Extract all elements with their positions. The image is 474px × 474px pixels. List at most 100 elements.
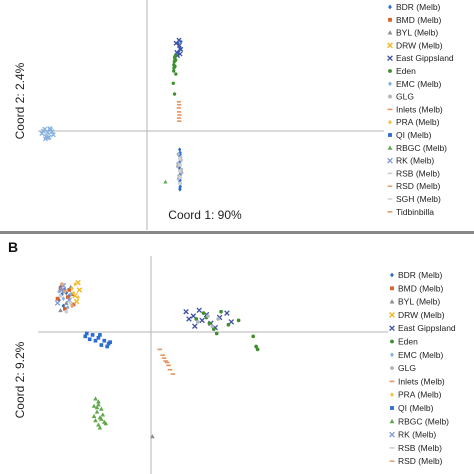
panel-b-point-emc-melb (57, 289, 61, 294)
panel-a-point-eden (171, 81, 175, 85)
panel-b-legend-label-pra-melb: PRA (Melb) (398, 390, 442, 400)
panel-b-point-byl-melb (64, 300, 69, 305)
panel-b-label: B (8, 239, 18, 255)
panel-a-point-eden (174, 72, 178, 76)
panel-b-legend-marker-rbgc-melb (389, 418, 395, 424)
panel-b-legend-marker-glg (390, 366, 394, 371)
panel-b-point-east-gippsland (199, 317, 205, 324)
panel-b-legend-label-drw-melb: DRW (Melb) (398, 310, 445, 320)
panel-b-point-rbgc-melb (103, 421, 109, 426)
panel-b: B Coord 2: 9.2% BDR (Melb) BMD (Melb) BYL … (8, 239, 456, 474)
panel-b-point-eden (201, 311, 206, 315)
panel-b-legend-marker-east-gippsland (389, 325, 395, 332)
panel-b-point-east-gippsland (186, 316, 192, 322)
panel-b-point-emc-melb (65, 305, 70, 310)
panel-b-point-qi-melb (108, 340, 112, 344)
panel-b-point-east-gippsland (183, 308, 189, 315)
panel-b-legend-marker-pra-melb (390, 392, 394, 398)
panel-b-legend-label-qi-melb: QI (Melb) (398, 403, 434, 413)
panel-b-point-qi-melb (83, 334, 88, 339)
panel-b-legend-marker-drw-melb (389, 312, 395, 318)
panel-b-point-bmd-melb (63, 306, 67, 311)
panel-b-legend-marker-eden (390, 339, 394, 344)
panel-b-point-pra-melb (70, 286, 74, 291)
panel-b-point-rsb-melb (58, 293, 63, 298)
panel-a-point-eden (173, 53, 178, 58)
panel-a-legend-marker-rk-melb (387, 157, 393, 164)
panel-a-legend-label-emc-melb: EMC (Melb) (396, 79, 442, 89)
panel-b-point-rbgc-melb (96, 399, 101, 404)
panel-b-legend-marker-bmd-melb (390, 286, 394, 291)
panel-b-point-qi-melb (96, 335, 101, 340)
panel-b-point-bdr-melb (64, 290, 69, 296)
panel-b-point-qi-melb (90, 333, 95, 337)
panel-a-legend-marker-drw-melb (387, 42, 393, 49)
panel-b-point-byl-melb (58, 307, 63, 313)
panel-b-legend-label-byl-melb: BYL (Melb) (398, 297, 440, 307)
panel-a-markers (39, 37, 184, 192)
panel-b-point-qi-melb (87, 337, 92, 342)
panel-b-legend: BDR (Melb) BMD (Melb) BYL (Melb) DRW (Melb)… (389, 270, 456, 466)
panel-b-point-east-gippsland (228, 319, 235, 325)
panel-b-point-rbgc-melb (99, 416, 104, 421)
panel-a-legend-label-byl-melb: BYL (Melb) (396, 28, 438, 38)
panel-a-legend-marker-bmd-melb (388, 17, 392, 22)
panel-a-legend-label-bdr-melb: BDR (Melb) (396, 2, 441, 12)
panel-b-point-rsb-melb (68, 301, 73, 305)
panel-b-point-rbgc-melb (96, 422, 101, 427)
panel-a-point-eden (172, 63, 176, 67)
panel-b-point-bmd-melb (67, 288, 72, 292)
panel-b-legend-label-emc-melb: EMC (Melb) (398, 350, 444, 360)
panel-b-legend-marker-emc-melb (390, 352, 394, 358)
panel-a-point-qi-melb (178, 185, 182, 191)
panel-a-legend-label-inlets-melb: Inlets (Melb) (396, 104, 443, 114)
panel-b-point-eden (254, 344, 258, 349)
panel-b-point-glg (206, 314, 210, 318)
panel-a-legend-label-rbgc-melb: RBGC (Melb) (396, 143, 447, 153)
panel-b-point-qi-melb (84, 331, 89, 336)
panel-b-point-glg (216, 317, 220, 321)
panel-b-y-axis-title: Coord 2: 9.2% (13, 341, 27, 418)
panel-a-point-east-gippsland (173, 40, 179, 46)
panel-a-point-eden (172, 66, 176, 70)
panel-a-legend-marker-eden (388, 69, 392, 73)
panel-b-point-glg (210, 324, 215, 329)
panel-b-legend-label-east-gippsland: East Gippsland (398, 323, 456, 333)
panel-b-point-drw-melb (76, 287, 83, 293)
panel-b-markers (54, 279, 260, 439)
panel-b-legend-label-rsd-melb: RSD (Melb) (398, 456, 443, 466)
panel-a-point-emc-melb (47, 125, 53, 132)
panel-a-legend-label-rk-melb: RK (Melb) (396, 156, 434, 166)
panel-a-legend-label-qi-melb: QI (Melb) (396, 130, 432, 140)
panel-b-point-rbgc-melb (93, 418, 98, 423)
panel-a-legend-label-pra-melb: PRA (Melb) (396, 117, 440, 127)
panel-b-point-bmd-melb (65, 295, 70, 300)
panel-a-point-sgh-melb (178, 181, 182, 186)
panel-b-point-pra-melb (71, 290, 76, 296)
panel-a-legend-label-drw-melb: DRW (Melb) (396, 40, 443, 50)
panel-b-point-bmd-melb (71, 302, 76, 307)
panel-b-point-qi-melb (99, 343, 104, 347)
panel-b-legend-marker-rk-melb (389, 431, 395, 438)
panel-b-legend-label-inlets-melb: Inlets (Melb) (398, 376, 445, 386)
panel-b-legend-label-bmd-melb: BMD (Melb) (398, 283, 444, 293)
panel-b-legend-marker-byl-melb (389, 299, 395, 304)
panel-a-legend-marker-pra-melb (388, 119, 392, 125)
panel-b-point-eden (207, 321, 212, 326)
panel-a-point-sgh-melb (178, 163, 182, 167)
panel-a-legend-label-sgh-melb: SGH (Melb) (396, 194, 441, 204)
panel-a-point-emc-melb (39, 130, 45, 137)
panel-b-point-east-gippsland (190, 313, 197, 319)
panel-a-point-sgh-melb (177, 169, 182, 173)
panel-a-point-emc-melb (49, 129, 55, 135)
panel-b-point-rbgc-melb (94, 409, 100, 414)
panel-b-point-eden (219, 309, 223, 314)
panel-a-point-glg (176, 152, 180, 156)
panel-b-legend-label-rbgc-melb: RBGC (Melb) (398, 416, 449, 426)
panel-a-point-emc-melb (42, 136, 49, 142)
panel-a-point-eden (172, 69, 176, 73)
panel-b-point-rbgc-melb (99, 406, 104, 411)
panel-a-point-qi-melb (177, 147, 182, 152)
panel-a-legend-label-east-gippsland: East Gippsland (396, 53, 454, 63)
